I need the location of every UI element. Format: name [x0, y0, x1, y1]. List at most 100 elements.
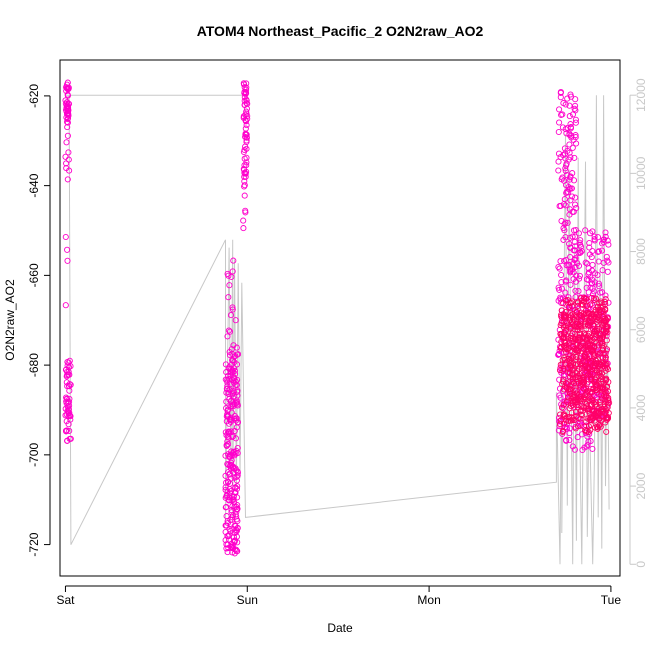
data-point — [224, 379, 231, 386]
data-point — [225, 376, 233, 383]
data-point — [561, 227, 568, 234]
data-point — [66, 409, 73, 416]
bottom-axis: Sat Sun Mon Tue — [56, 585, 622, 607]
data-point — [224, 333, 231, 340]
data-point — [559, 427, 567, 434]
secondary-line-layer — [65, 94, 610, 565]
data-point — [578, 411, 585, 418]
data-point — [232, 317, 239, 324]
data-point — [574, 390, 581, 397]
data-point — [240, 217, 247, 224]
data-point — [569, 170, 576, 177]
data-point — [568, 414, 575, 421]
data-point — [243, 168, 250, 175]
data-point — [602, 409, 609, 416]
data-point — [564, 381, 571, 388]
data-point — [566, 370, 573, 377]
data-point — [581, 354, 588, 361]
data-point — [64, 132, 71, 139]
data-point — [233, 447, 240, 454]
data-point — [64, 99, 71, 106]
data-point — [602, 292, 609, 299]
data-point — [560, 365, 567, 372]
data-point — [562, 313, 569, 320]
data-point — [228, 487, 235, 494]
data-point — [556, 119, 563, 126]
data-point — [229, 493, 236, 500]
data-point — [561, 346, 568, 353]
data-point — [66, 383, 73, 390]
data-point — [558, 271, 565, 279]
data-point — [603, 253, 610, 260]
data-point — [573, 401, 580, 409]
data-point — [597, 398, 604, 405]
data-point — [231, 367, 238, 374]
y2-tick-label: 12000 — [634, 78, 648, 112]
data-point — [568, 409, 575, 416]
data-point — [600, 331, 607, 338]
data-point — [226, 328, 234, 335]
data-point — [241, 173, 248, 180]
data-point — [568, 93, 575, 100]
data-point — [567, 124, 574, 131]
data-point — [567, 324, 574, 331]
y-tick-label: -720 — [27, 532, 41, 556]
data-point — [598, 406, 605, 413]
data-point — [596, 421, 603, 428]
data-point — [603, 337, 610, 344]
data-point — [567, 266, 574, 273]
data-point — [229, 306, 236, 313]
data-point — [224, 413, 231, 420]
data-point — [573, 313, 580, 320]
data-point — [583, 314, 591, 321]
data-point — [575, 299, 582, 306]
data-point — [594, 316, 601, 324]
data-point — [602, 296, 609, 303]
data-point — [64, 362, 71, 369]
data-point — [558, 333, 565, 340]
data-point — [566, 344, 573, 352]
data-point — [577, 309, 584, 316]
data-point — [566, 141, 573, 148]
data-point — [593, 357, 600, 365]
data-point — [243, 131, 250, 138]
data-point — [226, 470, 233, 477]
data-point — [556, 350, 563, 357]
data-point — [242, 207, 249, 214]
data-point — [587, 284, 594, 291]
data-point — [231, 427, 238, 435]
data-point — [597, 361, 604, 368]
data-point — [567, 281, 574, 288]
data-point — [583, 284, 590, 291]
data-point — [233, 516, 240, 523]
data-point — [226, 396, 233, 403]
data-point — [595, 280, 602, 287]
data-point — [64, 85, 71, 92]
data-point — [588, 254, 595, 261]
data-point — [241, 155, 248, 162]
data-point — [556, 286, 563, 293]
y-tick-label: -620 — [27, 84, 41, 108]
data-point — [243, 86, 250, 93]
data-point — [234, 505, 241, 512]
data-point — [586, 244, 593, 251]
data-point — [597, 339, 604, 346]
left-axis: -720 -700 -680 -660 -640 -620 — [27, 84, 51, 557]
data-point — [604, 237, 611, 244]
x-tick-label: Tue — [601, 593, 622, 607]
data-point — [240, 113, 247, 120]
data-point — [225, 533, 232, 540]
y-tick-label: -640 — [27, 173, 41, 197]
data-point — [231, 550, 238, 557]
data-point — [605, 241, 612, 248]
data-point — [231, 393, 238, 400]
x-tick-label: Sun — [237, 593, 258, 607]
data-point — [563, 420, 570, 427]
data-point — [63, 160, 70, 167]
data-point — [589, 397, 596, 404]
data-point — [570, 391, 577, 398]
data-point — [586, 319, 593, 326]
data-point — [559, 174, 566, 181]
data-point — [587, 230, 594, 237]
